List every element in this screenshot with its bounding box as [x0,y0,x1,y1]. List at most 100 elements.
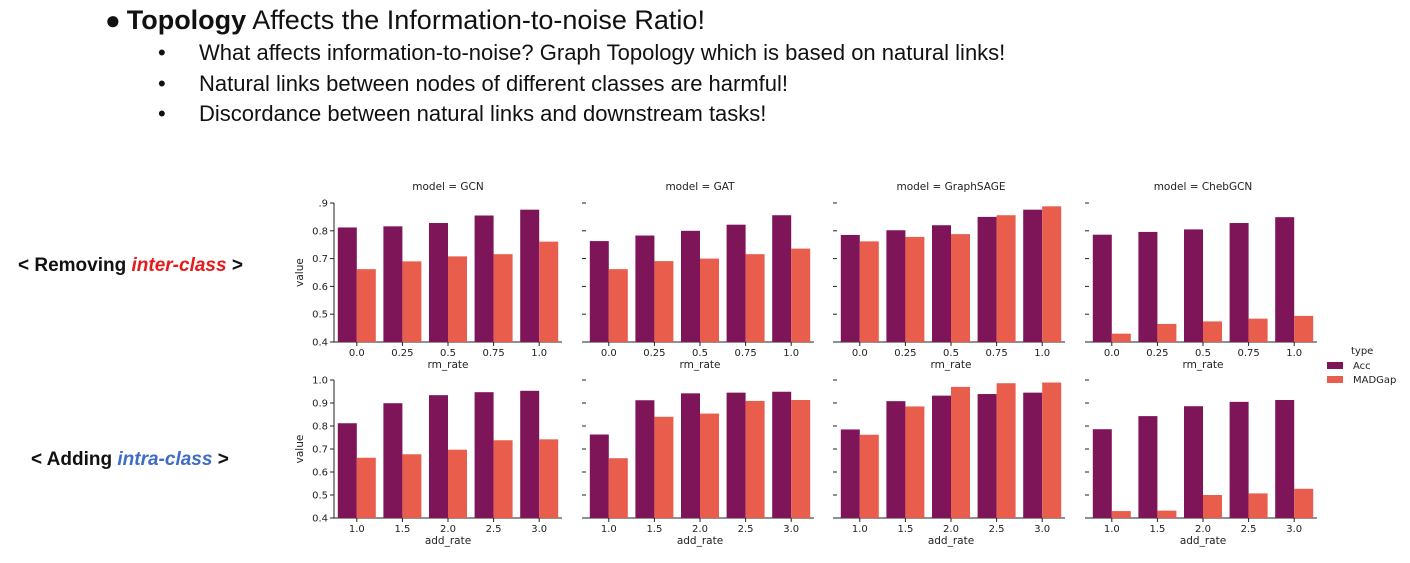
y-tick-label: 0.8 [312,422,328,433]
bar-madgap [654,261,674,342]
x-tick-label: 1.5 [897,524,913,535]
bar-madgap [700,258,719,342]
bar-madgap [745,400,765,518]
x-axis-label: rm_rate [1183,359,1224,371]
bullet-dot: • [158,101,166,126]
x-tick-label: 0.0 [1104,348,1120,359]
bar-madgap [356,457,376,518]
bar-madgap [1203,321,1222,342]
x-tick-label: 3.0 [1034,524,1050,535]
x-tick-label: 0.75 [985,348,1007,359]
bar-acc [1138,416,1158,518]
bar-madgap [402,261,422,342]
bar-madgap [791,248,811,342]
bar-acc [589,241,609,342]
bar-madgap [951,234,970,342]
bar-madgap [1157,510,1177,518]
bar-acc [589,434,609,518]
bar-madgap [1157,323,1177,342]
x-axis-label: add_rate [928,535,974,547]
bar-madgap [1042,382,1062,518]
bar-acc [886,230,906,342]
x-tick-label: 3.0 [531,524,547,535]
bar-acc [1092,429,1112,518]
x-axis-label: rm_rate [931,359,972,371]
x-tick-label: 1.5 [394,524,410,535]
bar-acc [635,400,655,518]
bar-madgap [1042,206,1062,342]
bar-madgap [996,383,1016,518]
bar-acc [383,403,403,518]
bar-acc [1023,209,1043,342]
bar-acc [474,215,494,342]
x-tick-label: 0.0 [349,348,365,359]
x-tick-label: 1.0 [1034,348,1050,359]
title-strong: Topology [126,5,247,35]
x-tick-label: 0.5 [692,348,708,359]
bar-acc [1229,401,1249,518]
bar-acc [520,209,540,342]
bar-acc [977,216,997,342]
x-tick-label: 0.5 [943,348,959,359]
bullet-dot: • [158,40,166,65]
row-label-suffix: > [226,255,243,276]
x-tick-label: 0.25 [1146,348,1168,359]
bar-acc [1138,231,1158,342]
panel-title: model = GAT [665,181,735,193]
y-tick-label: 0.6 [312,282,328,293]
bar-madgap [700,413,719,518]
bar-acc [1275,400,1295,518]
x-axis-label: rm_rate [428,359,469,371]
bar-acc [383,226,403,342]
panel-title: model = GraphSAGE [896,181,1005,193]
bar-acc [520,390,540,518]
y-axis-label: value [294,435,306,464]
row-label-emphasis: intra-class [117,449,213,470]
x-tick-label: 1.0 [531,348,547,359]
x-tick-label: 1.0 [349,524,365,535]
bar-madgap [448,449,467,518]
y-tick-label: 0.6 [312,468,328,479]
bar-madgap [654,416,674,518]
bar-acc [1229,223,1249,342]
y-tick-label: 0.4 [312,338,328,349]
bar-madgap [539,439,559,518]
x-axis-label: add_rate [425,535,471,547]
x-tick-label: 0.0 [852,348,868,359]
bar-madgap [791,400,811,518]
bar-acc [726,392,746,518]
row-label-suffix: > [212,449,229,470]
x-tick-label: 2.5 [738,524,754,535]
legend-swatch-acc [1327,362,1343,369]
y-tick-label: 0.8 [312,226,328,237]
x-tick-label: 0.75 [1237,348,1259,359]
x-tick-label: 2.0 [943,524,959,535]
x-axis-label: add_rate [677,535,723,547]
bar-acc [681,393,700,518]
x-tick-label: 1.5 [646,524,662,535]
bar-acc [337,423,357,518]
x-tick-label: 1.0 [1104,524,1120,535]
bar-acc [932,225,951,342]
bar-madgap [539,241,559,342]
x-tick-label: 0.5 [1195,348,1211,359]
slide-title: ● Topology Affects the Information-to-noi… [105,2,705,38]
bar-madgap [1294,488,1314,518]
y-tick-label: 0.7 [312,254,328,265]
x-tick-label: 2.5 [1241,524,1257,535]
x-tick-label: 2.5 [486,524,502,535]
bullet-text: What affects information-to-noise? Graph… [199,40,1006,65]
x-tick-label: 0.5 [440,348,456,359]
bar-acc [932,395,951,518]
x-tick-label: 3.0 [1286,524,1302,535]
bar-madgap [1111,333,1131,342]
bar-madgap [1248,318,1268,342]
bullet-dot: • [158,71,166,96]
bullet-item: • Natural links between nodes of differen… [158,70,788,98]
bar-madgap [608,269,628,342]
x-tick-label: 0.25 [894,348,916,359]
row-label-prefix: < Adding [31,449,118,470]
panel-title: model = GCN [412,181,484,193]
bar-acc [474,392,494,518]
